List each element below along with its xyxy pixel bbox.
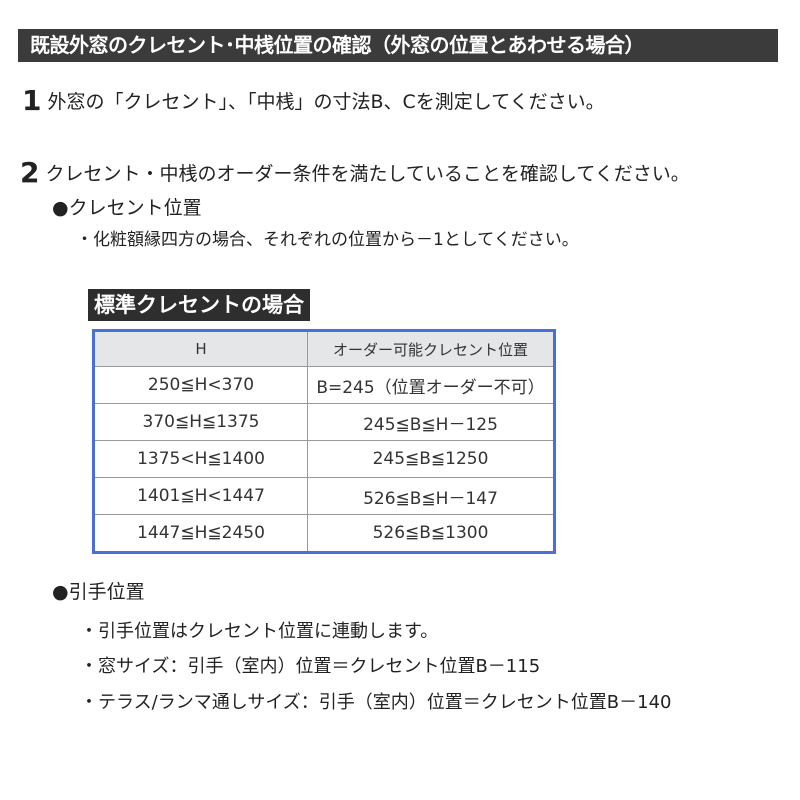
cell-position: 526≦B≦H－147 xyxy=(307,477,555,515)
cell-h: 370≦H≦1375 xyxy=(93,403,308,441)
step-text: 外窓の「クレセント」、「中桟」の寸法B、Cを測定してください。 xyxy=(47,91,605,113)
crescent-table: H オーダー可能クレセント位置 250≦H<370 B=245（位置オーダー不可）… xyxy=(92,329,556,554)
step-number: 2 xyxy=(20,156,40,189)
handle-item: ・テラス/ランマ通しサイズ：引手（室内）位置＝クレセント位置B－140 xyxy=(80,692,672,713)
cell-h: 1375<H≦1400 xyxy=(93,440,308,478)
table-row: 1401≦H<1447 526≦B≦H－147 xyxy=(93,477,555,515)
handle-item: ・引手位置はクレセント位置に連動します。 xyxy=(80,621,439,642)
crescent-note: ・化粧額縁四方の場合、それぞれの位置から－1としてください。 xyxy=(76,230,579,250)
handle-heading: ●引手位置 xyxy=(52,581,145,603)
cell-h: 1401≦H<1447 xyxy=(93,477,308,515)
table-row: 370≦H≦1375 245≦B≦H－125 xyxy=(93,403,555,441)
cell-position: B=245（位置オーダー不可） xyxy=(307,366,555,404)
header-h: H xyxy=(93,330,308,367)
table-row: 250≦H<370 B=245（位置オーダー不可） xyxy=(93,366,555,404)
step-number: 1 xyxy=(22,84,42,117)
cell-h: 1447≦H≦2450 xyxy=(93,514,308,553)
section-title: 既設外窓のクレセント･中桟位置の確認（外窓の位置とあわせる場合） xyxy=(18,29,778,62)
table-row: 1375<H≦1400 245≦B≦1250 xyxy=(93,440,555,478)
cell-h: 250≦H<370 xyxy=(93,366,308,404)
step-2: 2 クレセント・中桟のオーダー条件を満たしていることを確認してください。 xyxy=(20,159,690,187)
table-header-row: H オーダー可能クレセント位置 xyxy=(93,330,555,367)
step-text: クレセント・中桟のオーダー条件を満たしていることを確認してください。 xyxy=(45,163,690,185)
handle-item: ・窓サイズ：引手（室内）位置＝クレセント位置B－115 xyxy=(80,656,541,677)
crescent-heading: ●クレセント位置 xyxy=(52,197,202,219)
table-label: 標準クレセントの場合 xyxy=(88,289,310,321)
step-1: 1 外窓の「クレセント」、「中桟」の寸法B、Cを測定してください。 xyxy=(22,87,605,115)
header-position: オーダー可能クレセント位置 xyxy=(307,330,555,367)
cell-position: 245≦B≦1250 xyxy=(307,440,555,478)
table-row: 1447≦H≦2450 526≦B≦1300 xyxy=(93,514,555,553)
cell-position: 526≦B≦1300 xyxy=(307,514,555,553)
cell-position: 245≦B≦H－125 xyxy=(307,403,555,441)
